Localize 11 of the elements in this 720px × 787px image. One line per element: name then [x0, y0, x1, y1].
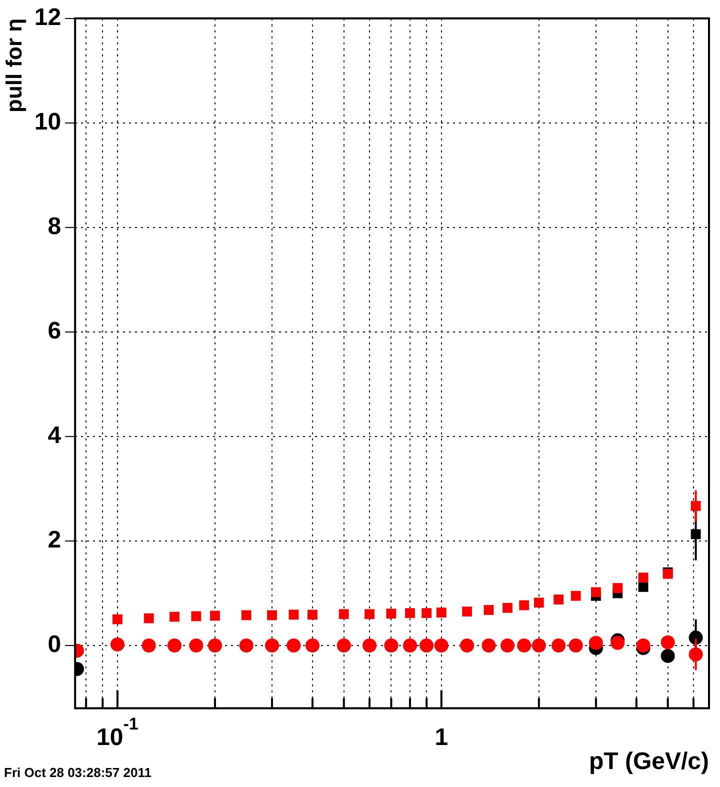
- y-tick-label: 12: [34, 4, 62, 32]
- y-tick-label: 2: [48, 526, 62, 554]
- y-axis-title: pull for η: [1, 18, 26, 112]
- y-tick-label: 6: [48, 318, 62, 345]
- y-tick-label: 0: [48, 631, 62, 658]
- y-tick-label: 10: [34, 108, 62, 136]
- x-axis-title: pT (GeV/c): [588, 748, 709, 776]
- x-tick-label: 1: [434, 724, 448, 751]
- text: Fri Oct 28 03:28:57 2011: [4, 765, 152, 780]
- y-tick-label: 8: [48, 213, 62, 240]
- y-tick-label: 4: [48, 422, 62, 450]
